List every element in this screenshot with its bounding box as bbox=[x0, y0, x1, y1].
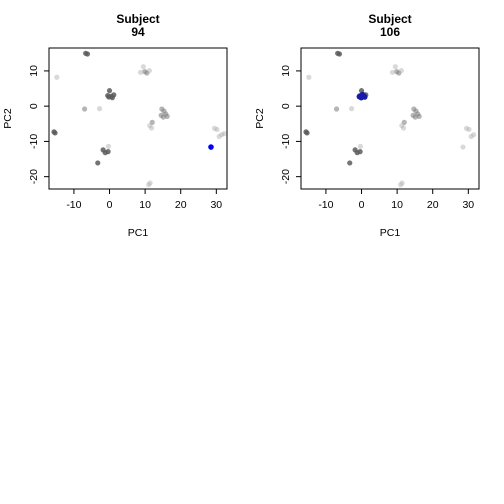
data-point-background bbox=[83, 50, 89, 56]
data-point-background bbox=[216, 133, 222, 140]
x-axis-label: PC1 bbox=[128, 227, 149, 239]
data-point-background bbox=[106, 88, 113, 94]
y-axis-label: PC2 bbox=[2, 108, 14, 129]
data-point-background bbox=[147, 122, 153, 129]
data-point-background bbox=[347, 160, 353, 166]
data-point-background bbox=[211, 125, 218, 131]
data-point-background bbox=[398, 182, 404, 188]
y-tick-label: -20 bbox=[28, 169, 40, 184]
data-point-background bbox=[160, 114, 166, 120]
data-point-background bbox=[399, 180, 405, 186]
data-point-background bbox=[471, 132, 477, 138]
data-point-background bbox=[214, 126, 220, 133]
chart-title-line2: 106 bbox=[380, 25, 400, 39]
y-tick-label: 10 bbox=[28, 65, 40, 77]
data-point-background bbox=[221, 131, 227, 137]
data-point-subject bbox=[360, 92, 367, 99]
data-point-background bbox=[306, 74, 312, 80]
x-tick-label: 0 bbox=[107, 199, 113, 211]
data-point-background bbox=[398, 67, 404, 74]
chart-title-line1: Subject bbox=[116, 12, 159, 26]
data-point-background bbox=[147, 180, 153, 186]
data-point-background bbox=[164, 113, 170, 119]
data-point-background bbox=[400, 125, 407, 131]
data-point-background bbox=[334, 106, 340, 112]
y-tick-label: 0 bbox=[280, 103, 292, 109]
x-tick-label: 20 bbox=[175, 199, 187, 211]
data-point-background bbox=[52, 130, 58, 136]
plot-frame bbox=[48, 47, 228, 190]
x-tick-label: 30 bbox=[462, 199, 474, 211]
x-tick-label: 10 bbox=[391, 199, 403, 211]
data-point-background bbox=[105, 143, 112, 149]
data-point-background bbox=[460, 144, 466, 150]
y-tick-label: -10 bbox=[28, 134, 40, 149]
y-tick-label: -20 bbox=[280, 169, 292, 184]
x-tick-label: -10 bbox=[66, 199, 81, 211]
data-point-background bbox=[354, 150, 360, 156]
data-point-background bbox=[389, 69, 396, 75]
data-point-background bbox=[109, 95, 115, 101]
data-point-background bbox=[304, 130, 310, 136]
data-point-background bbox=[149, 119, 155, 125]
x-tick-label: 20 bbox=[427, 199, 439, 211]
data-point-background bbox=[148, 125, 155, 131]
data-point-background bbox=[466, 126, 472, 133]
y-tick-label: -10 bbox=[280, 134, 292, 149]
data-point-background bbox=[401, 119, 407, 125]
data-point-background bbox=[399, 122, 405, 129]
data-point-background bbox=[396, 70, 402, 76]
data-point-background bbox=[219, 132, 225, 138]
data-point-background bbox=[412, 114, 418, 120]
chart-title-line2: 94 bbox=[131, 25, 145, 39]
data-point-background bbox=[463, 125, 470, 131]
data-point-background bbox=[54, 74, 60, 80]
y-axis-label: PC2 bbox=[254, 108, 266, 129]
x-tick-label: 30 bbox=[210, 199, 222, 211]
data-point-background bbox=[392, 64, 398, 70]
data-point-background bbox=[416, 113, 422, 119]
data-point-subject bbox=[208, 144, 214, 150]
data-point-background bbox=[96, 106, 103, 112]
data-point-background bbox=[137, 69, 144, 75]
data-point-background bbox=[348, 106, 355, 112]
plot-frame bbox=[300, 47, 480, 190]
x-tick-label: 0 bbox=[359, 199, 365, 211]
y-tick-label: 10 bbox=[280, 65, 292, 77]
data-point-background bbox=[102, 150, 108, 156]
data-point-background bbox=[335, 50, 341, 56]
data-point-background bbox=[144, 70, 150, 76]
data-point-background bbox=[95, 160, 101, 166]
data-point-background bbox=[140, 64, 146, 70]
data-point-background bbox=[357, 143, 364, 149]
chart-title-line1: Subject bbox=[368, 12, 411, 26]
x-axis-label: PC1 bbox=[380, 227, 401, 239]
x-tick-label: 10 bbox=[139, 199, 151, 211]
y-tick-label: 0 bbox=[28, 103, 40, 109]
data-point-background bbox=[146, 182, 152, 188]
data-point-background bbox=[82, 106, 88, 112]
data-point-background bbox=[468, 133, 474, 140]
x-tick-label: -10 bbox=[318, 199, 333, 211]
data-point-background bbox=[146, 67, 152, 74]
